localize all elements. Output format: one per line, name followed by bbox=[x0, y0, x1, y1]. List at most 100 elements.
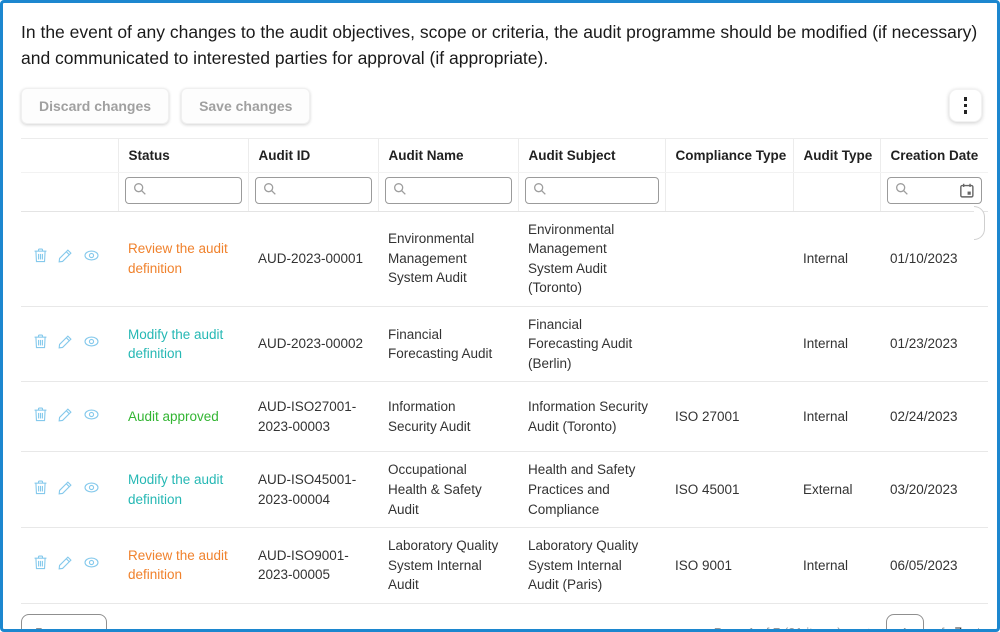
trash-icon[interactable] bbox=[31, 553, 50, 578]
status-filter-input[interactable] bbox=[147, 182, 235, 198]
audit-type-cell: Internal bbox=[793, 306, 880, 383]
eye-icon[interactable] bbox=[81, 405, 102, 430]
audit-type-cell: Internal bbox=[793, 527, 880, 604]
audit-type-cell: Internal bbox=[793, 211, 880, 307]
audit-subject-cell: Financial Forecasting Audit (Berlin) bbox=[518, 306, 665, 383]
trash-icon[interactable] bbox=[31, 405, 50, 430]
kebab-menu-icon bbox=[963, 103, 968, 108]
filter-cell-audit-type bbox=[793, 172, 881, 212]
audit-id-filter[interactable] bbox=[254, 176, 372, 204]
table-row: Review the audit definition AUD-ISO9001-2… bbox=[21, 527, 988, 604]
creation-date-cell: 02/24/2023 bbox=[880, 381, 988, 453]
status-cell: Review the audit definition bbox=[118, 527, 248, 604]
filter-cell-audit-id bbox=[248, 172, 379, 212]
audit-name-cell: Financial Forecasting Audit bbox=[378, 306, 518, 383]
row-actions bbox=[21, 527, 118, 604]
row-actions bbox=[21, 211, 118, 307]
creation-date-filter-input[interactable] bbox=[909, 182, 958, 198]
filter-cell-audit-name bbox=[378, 172, 519, 212]
audit-subject-cell: Environmental Management System Audit (T… bbox=[518, 211, 665, 307]
audit-name-filter-input[interactable] bbox=[407, 182, 505, 198]
creation-date-cell: 01/23/2023 bbox=[880, 306, 988, 383]
audit-subject-filter-input[interactable] bbox=[547, 182, 652, 198]
column-header-status[interactable]: Status bbox=[118, 137, 249, 173]
compliance-type-cell: ISO 27001 bbox=[665, 381, 793, 453]
status-cell: Review the audit definition bbox=[118, 211, 248, 307]
column-header-actions bbox=[21, 137, 119, 173]
table-row: Modify the audit definition AUD-ISO45001-… bbox=[21, 451, 988, 529]
table-row: Audit approved AUD-ISO27001-2023-00003 Inf… bbox=[21, 381, 988, 453]
table-row: Modify the audit definition AUD-2023-0000… bbox=[21, 306, 988, 383]
audit-subject-cell: Information Security Audit (Toronto) bbox=[518, 381, 665, 453]
audit-id-cell: AUD-ISO27001-2023-00003 bbox=[248, 381, 378, 453]
audit-name-filter[interactable] bbox=[384, 176, 512, 204]
intro-text: In the event of any changes to the audit… bbox=[21, 22, 978, 69]
toolbar: Discard changes Save changes bbox=[21, 87, 982, 124]
audit-table: Status Audit ID Audit Name Audit Subject… bbox=[21, 137, 988, 604]
status-cell: Modify the audit definition bbox=[118, 306, 248, 383]
chevron-down-icon: ▼ bbox=[83, 627, 93, 629]
creation-date-cell: 03/20/2023 bbox=[880, 451, 988, 529]
filter-cell-audit-subject bbox=[518, 172, 666, 212]
row-actions bbox=[21, 381, 118, 453]
pencil-icon[interactable] bbox=[56, 332, 75, 357]
page-size-value: 5 bbox=[35, 625, 43, 629]
audit-name-cell: Information Security Audit bbox=[378, 381, 518, 453]
status-cell: Modify the audit definition bbox=[118, 451, 248, 529]
search-icon bbox=[392, 181, 408, 200]
table-row: Review the audit definition AUD-2023-0000… bbox=[21, 211, 988, 307]
column-header-compliance-type[interactable]: Compliance Type bbox=[665, 137, 794, 173]
audit-name-cell: Environmental Management System Audit bbox=[378, 211, 518, 307]
compliance-type-cell bbox=[665, 306, 793, 383]
pencil-icon[interactable] bbox=[56, 553, 75, 578]
search-icon bbox=[532, 181, 548, 200]
status-filter[interactable] bbox=[124, 176, 242, 204]
filter-cell-creation-date bbox=[880, 172, 988, 212]
trash-icon[interactable] bbox=[31, 332, 50, 357]
search-icon bbox=[894, 181, 910, 200]
eye-icon[interactable] bbox=[81, 478, 102, 503]
trash-icon[interactable] bbox=[31, 246, 50, 271]
table-header-row: Status Audit ID Audit Name Audit Subject… bbox=[21, 137, 988, 173]
compliance-type-cell: ISO 9001 bbox=[665, 527, 793, 604]
filter-cell-compliance-type bbox=[665, 172, 794, 212]
pencil-icon[interactable] bbox=[56, 246, 75, 271]
save-changes-button[interactable]: Save changes bbox=[181, 87, 311, 124]
audit-id-cell: AUD-2023-00001 bbox=[248, 211, 378, 307]
page-number-input[interactable] bbox=[885, 613, 924, 629]
column-header-audit-id[interactable]: Audit ID bbox=[248, 137, 379, 173]
column-header-creation-date[interactable]: Creation Date bbox=[880, 137, 988, 173]
eye-icon[interactable] bbox=[81, 332, 102, 357]
creation-date-cell: 06/05/2023 bbox=[880, 527, 988, 604]
status-cell: Audit approved bbox=[118, 381, 248, 453]
audit-subject-filter[interactable] bbox=[524, 176, 659, 204]
column-header-audit-name[interactable]: Audit Name bbox=[378, 137, 519, 173]
creation-date-filter[interactable] bbox=[886, 176, 982, 204]
audit-id-cell: AUD-ISO45001-2023-00004 bbox=[248, 451, 378, 529]
prev-page-button[interactable] bbox=[860, 625, 876, 629]
compliance-type-cell bbox=[665, 211, 793, 307]
pencil-icon[interactable] bbox=[56, 478, 75, 503]
filter-cell-status bbox=[118, 172, 249, 212]
column-header-audit-subject[interactable]: Audit Subject bbox=[518, 137, 666, 173]
row-actions bbox=[21, 306, 118, 383]
eye-icon[interactable] bbox=[81, 246, 102, 271]
audit-name-cell: Occupational Health & Safety Audit bbox=[378, 451, 518, 529]
next-page-button[interactable] bbox=[972, 625, 988, 629]
page-size-select[interactable]: 5 ▼ bbox=[21, 613, 107, 629]
row-actions bbox=[21, 451, 118, 529]
eye-icon[interactable] bbox=[81, 553, 102, 578]
kebab-menu-icon bbox=[963, 110, 968, 114]
pencil-icon[interactable] bbox=[56, 405, 75, 430]
calendar-icon[interactable] bbox=[958, 182, 975, 199]
discard-changes-button[interactable]: Discard changes bbox=[21, 87, 170, 124]
audit-id-filter-input[interactable] bbox=[277, 182, 365, 198]
column-header-audit-type[interactable]: Audit Type bbox=[793, 137, 881, 173]
of-label: of bbox=[934, 625, 945, 629]
audit-type-cell: Internal bbox=[793, 381, 880, 453]
compliance-type-cell: ISO 45001 bbox=[665, 451, 793, 529]
trash-icon[interactable] bbox=[31, 478, 50, 503]
search-icon bbox=[262, 181, 278, 200]
kebab-menu-button[interactable] bbox=[949, 89, 982, 122]
